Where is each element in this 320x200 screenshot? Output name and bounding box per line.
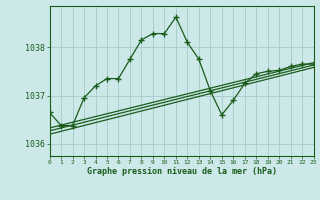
X-axis label: Graphe pression niveau de la mer (hPa): Graphe pression niveau de la mer (hPa)	[87, 167, 276, 176]
